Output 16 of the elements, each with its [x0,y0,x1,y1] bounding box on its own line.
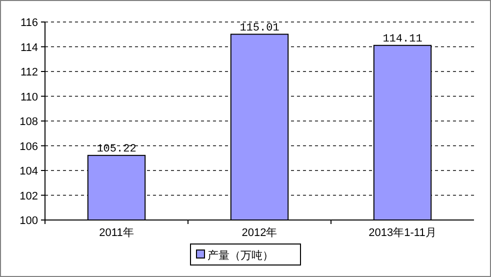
x-tick-label: 2013年1-11月 [368,227,436,239]
legend-label: 产量（万吨） [208,249,274,262]
data-label: 114.11 [382,33,423,46]
y-tick-label: 116 [20,17,38,29]
data-label: 115.01 [240,22,280,34]
y-tick-label: 106 [20,140,38,153]
y-tick-label: 112 [20,66,38,78]
x-tick-label: 2011年 [99,227,134,239]
y-tick-label: 108 [20,116,38,128]
y-tick-label: 104 [20,166,38,178]
y-tick-label: 100 [20,215,38,227]
x-tick-label: 2012年 [242,227,278,239]
data-label: 105.22 [96,143,136,156]
y-tick-label: 114 [20,42,38,54]
y-tick-label: 110 [20,91,38,104]
y-tick-label: 102 [20,190,38,202]
